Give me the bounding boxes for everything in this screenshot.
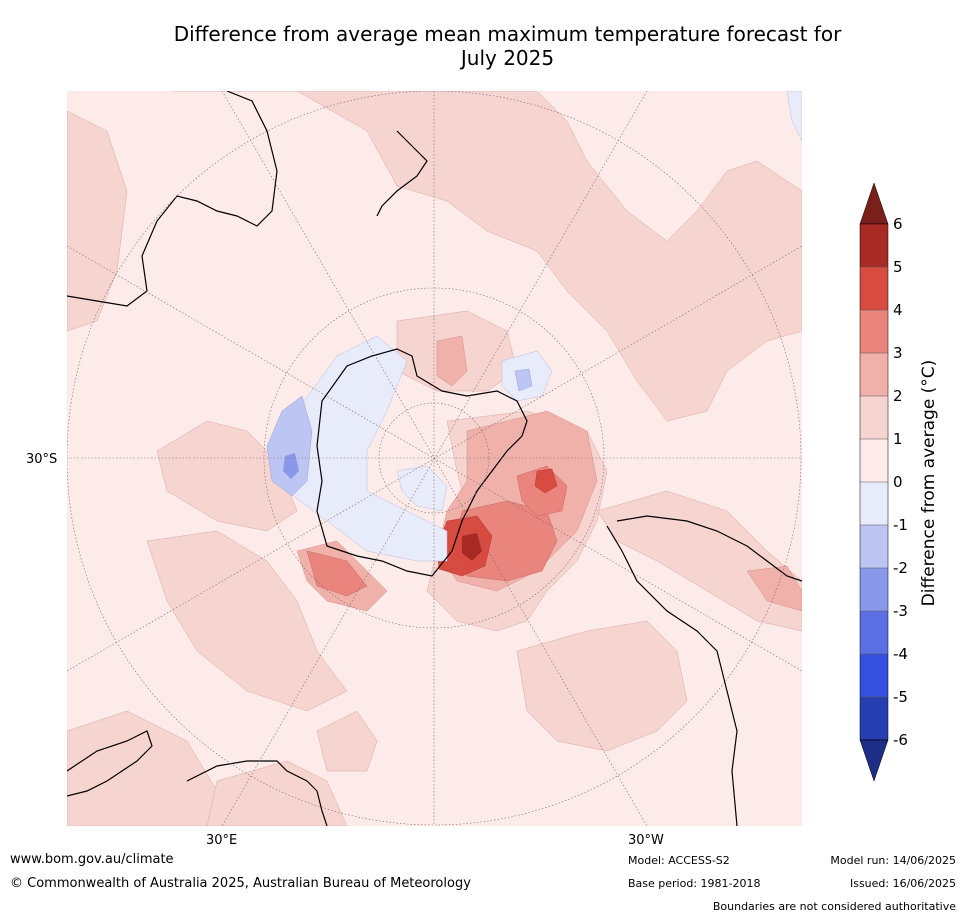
map-title: Difference from average mean maximum tem… <box>60 22 955 70</box>
colorbar-band-m5-m4 <box>860 654 888 697</box>
footer-base-period: Base period: 1981-2018 <box>628 877 761 890</box>
colorbar-tick: -5 <box>893 688 908 706</box>
footer-copyright: © Commonwealth of Australia 2025, Austra… <box>10 876 471 891</box>
title-line-1: Difference from average mean maximum tem… <box>173 22 842 46</box>
colorbar-band-m1-0 <box>860 482 888 525</box>
lon-label-30e: 30°E <box>206 833 238 848</box>
colorbar-band-1-2 <box>860 396 888 439</box>
colorbar-band-m6-m5 <box>860 697 888 740</box>
colorbar-band-m3-m2 <box>860 568 888 611</box>
colorbar-tick: 1 <box>893 430 903 448</box>
colorbar-tick: -2 <box>893 559 908 577</box>
colorbar-band-m4-m3 <box>860 611 888 654</box>
polar-map <box>67 91 802 826</box>
colorbar-band-2-3 <box>860 353 888 396</box>
title-line-2: July 2025 <box>460 46 555 70</box>
footer-url[interactable]: www.bom.gov.au/climate <box>10 852 174 867</box>
lon-label-30w: 30°W <box>628 833 664 848</box>
colorbar-label: Difference from average (°C) <box>919 359 939 607</box>
colorbar-tick: -3 <box>893 602 908 620</box>
colorbar-tick: 2 <box>893 387 903 405</box>
colorbar-tick: 5 <box>893 258 903 276</box>
footer-model: Model: ACCESS-S2 <box>628 854 730 867</box>
colorbar-tick: -4 <box>893 645 908 663</box>
colorbar-tick: 6 <box>893 215 903 233</box>
colorbar-band-m2-m1 <box>860 525 888 568</box>
colorbar-tick: 3 <box>893 344 903 362</box>
colorbar-over-arrow <box>859 182 889 225</box>
colorbar-tick: 0 <box>893 473 903 491</box>
colorbar-band-3-4 <box>860 310 888 353</box>
lat-label-30s: 30°S <box>26 452 58 467</box>
graticule <box>67 91 802 826</box>
colorbar-band-5-6 <box>860 224 888 267</box>
anomaly-5-6-regions <box>462 533 482 561</box>
colorbar-under-arrow <box>859 739 889 782</box>
colorbar-band-4-5 <box>860 267 888 310</box>
colorbar-tick: -6 <box>893 731 908 749</box>
footer-boundaries: Boundaries are not considered authoritat… <box>712 900 956 913</box>
colorbar-band-0-1 <box>860 439 888 482</box>
footer-model-run: Model run: 14/06/2025 <box>830 854 956 867</box>
anomaly-negative-2-1-regions <box>266 368 533 497</box>
colorbar-tick: 4 <box>893 301 903 319</box>
colorbar-tick: -1 <box>893 516 908 534</box>
anomaly-negative-3-2-regions <box>283 453 299 479</box>
footer-issued: Issued: 16/06/2025 <box>849 877 956 890</box>
coastlines <box>67 91 802 826</box>
